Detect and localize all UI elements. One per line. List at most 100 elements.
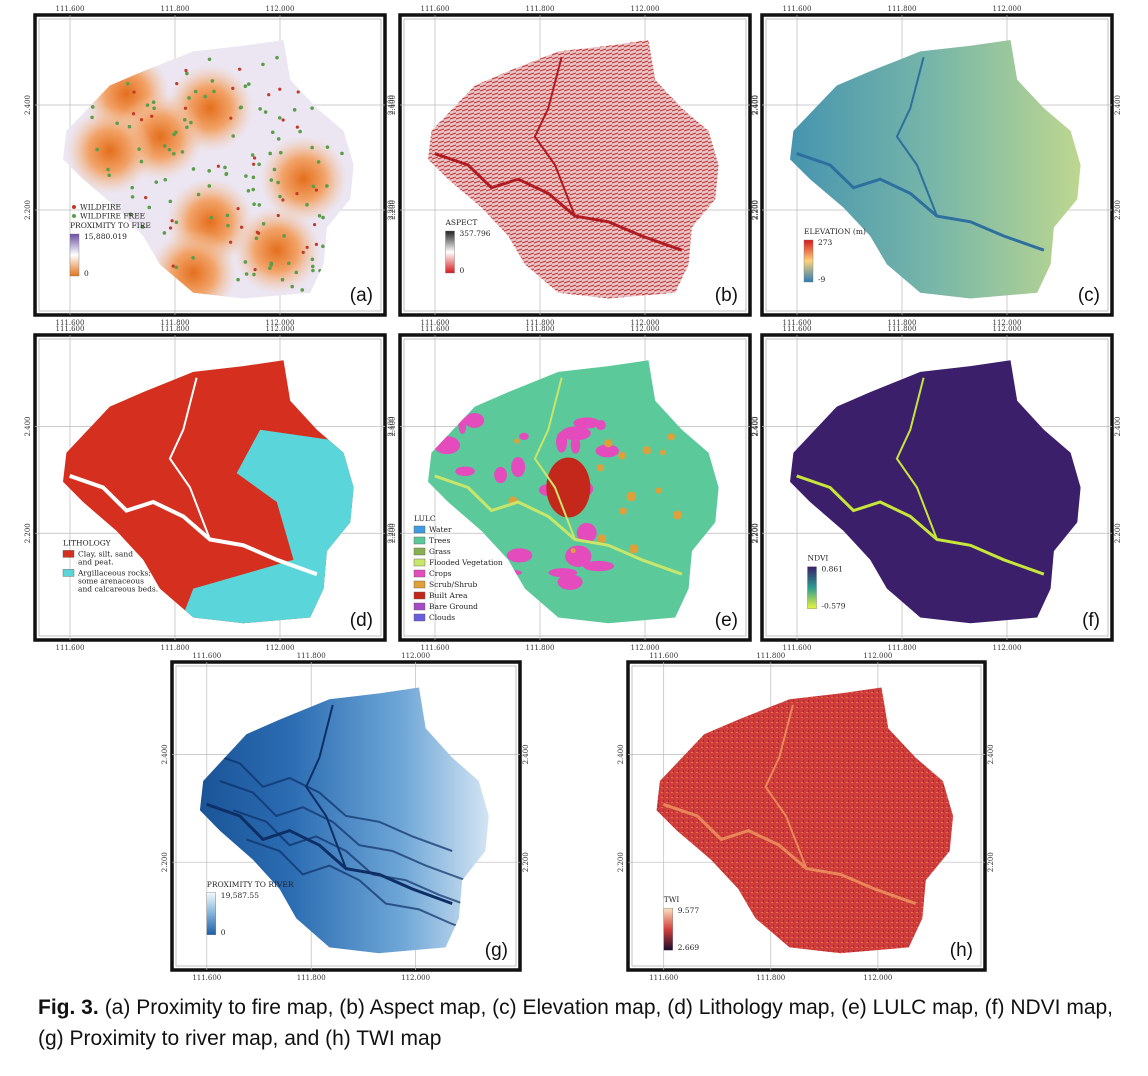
river [69, 474, 318, 577]
wildfire-point [170, 219, 174, 223]
legend-min-label: 0 [84, 269, 89, 278]
x-tick-label: 111.800 [297, 974, 326, 982]
legend-swatch [413, 558, 426, 567]
x-tick-label: 111.800 [161, 319, 190, 327]
map-neatline [631, 665, 982, 967]
x-tick-label: 111.800 [526, 325, 555, 333]
river [662, 802, 917, 906]
legend-min-label: -0.579 [822, 602, 846, 611]
wildfire-point [301, 250, 305, 254]
crop-area [557, 574, 583, 590]
wildfire-free-point [137, 147, 141, 151]
wildfire-free-point [276, 180, 280, 185]
legend-swatch [413, 547, 426, 556]
legend-title: PROXIMITY TO RIVER [207, 880, 294, 889]
wildfire-free-point [189, 120, 193, 125]
panel-label: (a) [350, 285, 373, 306]
map-neatline [403, 18, 747, 312]
x-tick-label: 111.600 [56, 325, 85, 333]
wildfire-free-point [247, 82, 251, 86]
crop-area [560, 426, 591, 441]
wildfire-point [314, 188, 318, 192]
legend-max-label: 9.577 [678, 906, 700, 915]
y-tick-label: 2.400 [387, 416, 395, 436]
wildfire-point [252, 156, 257, 160]
wildfire-free-point [209, 215, 214, 220]
wildfire-point [281, 198, 285, 202]
river-distance-line [206, 750, 453, 852]
wildfire-free-point [246, 188, 251, 193]
scrub-area [570, 548, 576, 554]
x-tick-label: 111.600 [421, 319, 450, 327]
legend-min-label: 0 [221, 928, 226, 937]
map-panel: 111.600 111.600 111.800 111.800 112.000 112.0… [389, 5, 760, 327]
y-tick-label: 2.400 [389, 416, 397, 436]
wildfire-free-point [185, 71, 189, 76]
wildfire-free-point [317, 213, 322, 218]
legend-swatch [413, 536, 426, 545]
wildfire-free-point [147, 205, 152, 210]
y-tick-label: 2.200 [522, 852, 530, 872]
wildfire-free-point [140, 225, 145, 229]
wildfire-free-point [282, 234, 286, 238]
y-tick-label: 2.400 [1114, 95, 1122, 115]
wildfire-point [305, 245, 309, 250]
y-tick-label: 2.400 [617, 744, 625, 764]
wildfire-free-point [298, 129, 302, 134]
x-tick-label: 111.800 [756, 652, 785, 660]
map-neatline [175, 665, 517, 967]
wildfire-point [253, 267, 257, 272]
legend-color-ramp [807, 566, 817, 609]
crop-area [570, 436, 581, 454]
wildfire-free-point [128, 212, 133, 217]
river [434, 152, 683, 252]
caption-label: Fig. 3. [38, 996, 99, 1019]
legend-swatch [62, 550, 75, 558]
y-tick-label: 2.200 [389, 523, 397, 543]
wildfire-point [150, 114, 154, 118]
y-tick-label: 2.400 [24, 416, 32, 436]
wildfire-free-point [193, 89, 198, 94]
wildfire-free-point [187, 96, 191, 100]
wildfire-free-point [182, 118, 187, 122]
wildfire-free-point [263, 110, 268, 114]
legend-label: Clouds [429, 613, 455, 622]
y-tick-label: 2.200 [389, 200, 397, 220]
river [895, 56, 938, 217]
x-tick-label: 112.000 [993, 325, 1022, 333]
y-tick-label: 2.400 [752, 95, 760, 115]
map-panel: 111.600 111.600 111.800 111.800 112.000 112.0… [24, 325, 395, 652]
wildfire-free-point [167, 147, 172, 152]
x-tick-label: 111.800 [888, 5, 917, 13]
wildfire-point [267, 93, 271, 97]
wildfire-free-point [90, 115, 94, 120]
wildfire-free-point [162, 231, 167, 235]
river-distance-line [219, 780, 466, 882]
legend-label: Clay, silt, sand [78, 549, 133, 558]
y-tick-label: 2.200 [1114, 523, 1122, 543]
wildfire-point [184, 68, 188, 73]
legend-max-label: 15,880.019 [84, 232, 127, 241]
river [305, 704, 347, 869]
wildfire-free-point [163, 177, 168, 182]
scrub-area [667, 433, 675, 441]
wildfire-free-point [276, 137, 281, 141]
legend-title: LITHOLOGY [63, 538, 112, 547]
wildfire-free-point [244, 174, 248, 178]
wildfire-free-point [251, 187, 256, 192]
river [434, 474, 683, 576]
wildfire-free-point [269, 178, 274, 182]
x-tick-label: 112.000 [993, 5, 1022, 13]
x-tick-label: 111.800 [526, 5, 555, 13]
x-tick-label: 112.000 [863, 652, 892, 660]
wildfire-free-point [90, 105, 95, 109]
crop-area [556, 431, 568, 453]
legend-swatch [413, 580, 426, 589]
x-tick-label: 111.600 [192, 974, 221, 982]
legend-title: PROXIMITY TO FIRE [70, 221, 151, 230]
wildfire-free-point [286, 261, 291, 266]
legend-label: some arenaceous [78, 576, 144, 585]
y-tick-label: 2.200 [24, 200, 32, 220]
legend-label: Argillaceous rocks; [77, 568, 151, 577]
y-tick-label: 2.400 [389, 95, 397, 115]
